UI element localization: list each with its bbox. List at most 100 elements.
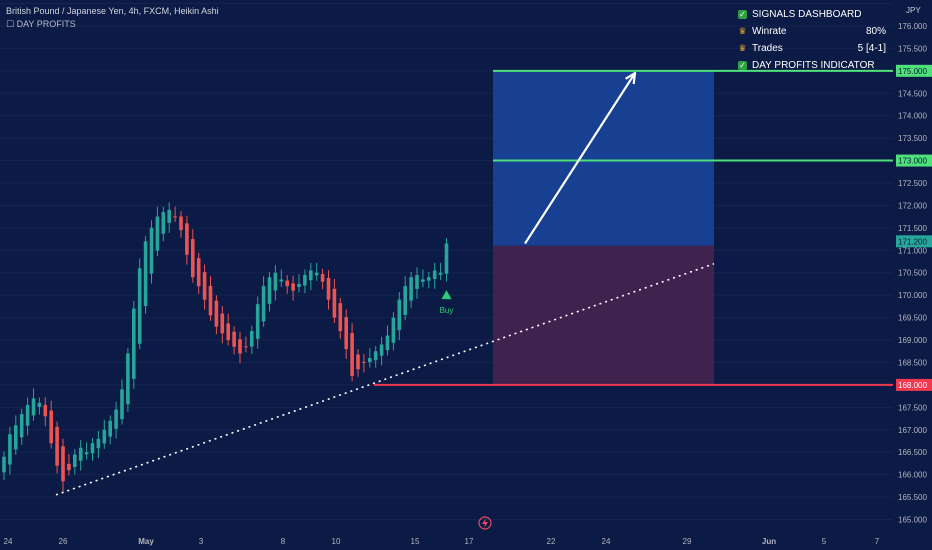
- candle-body: [179, 216, 183, 231]
- candle-body: [261, 286, 266, 322]
- price-tick-label: 171.500: [898, 224, 927, 233]
- candle-body: [444, 243, 449, 274]
- price-level-tag-text: 171.200: [898, 237, 927, 246]
- candle-body: [255, 304, 260, 339]
- dashboard-title-row: ✓ SIGNALS DASHBOARD: [738, 6, 886, 23]
- arrow-shaft: [524, 72, 636, 245]
- candle-body: [238, 339, 242, 354]
- buy-signal-triangle: [441, 290, 452, 300]
- candle-body: [338, 303, 343, 332]
- time-tick-label: 3: [199, 537, 204, 546]
- candle-body: [291, 283, 295, 291]
- candle-body: [61, 446, 65, 482]
- price-level-tag: [896, 378, 932, 391]
- candle-body: [132, 308, 136, 379]
- candle-body: [326, 277, 331, 300]
- time-tick-label: 22: [547, 537, 556, 546]
- candle-body: [397, 299, 402, 331]
- chart-header: British Pound / Japanese Yen, 4h, FXCM, …: [6, 5, 219, 31]
- price-tick-label: 169.500: [898, 314, 927, 323]
- candle-body: [161, 212, 166, 234]
- price-level-tag: [896, 64, 932, 77]
- candle-body: [173, 216, 177, 218]
- time-tick-label: Jun: [762, 537, 776, 546]
- price-tick-label: 176.000: [898, 22, 927, 31]
- candle-body: [373, 351, 378, 361]
- profit-zone: [493, 70, 714, 246]
- time-tick-label: 17: [465, 537, 474, 546]
- candle-body: [297, 283, 301, 288]
- price-axis[interactable]: 165.000 165.500 166.000 166.500 167.000 167.5…: [896, 22, 932, 525]
- time-tick-label: 24: [602, 537, 611, 546]
- candle-body: [438, 272, 443, 275]
- candle-body: [90, 443, 95, 454]
- time-tick-label: 5: [822, 537, 827, 546]
- price-tick-label: 167.500: [898, 403, 927, 412]
- currency-label: JPY: [906, 6, 921, 15]
- candle-body: [196, 258, 201, 287]
- candle-body: [31, 398, 36, 416]
- candle-body: [362, 361, 366, 363]
- candle-body: [303, 274, 307, 286]
- candle-body: [67, 463, 71, 471]
- time-axis[interactable]: 24 26 May 3 8 10 15 17 22 24 29 Jun 5 7: [4, 537, 880, 546]
- candle-body: [143, 241, 148, 306]
- candle-body: [108, 420, 112, 437]
- candle-body: [350, 333, 354, 376]
- trend-line: [55, 263, 715, 496]
- time-tick-label: 26: [59, 537, 68, 546]
- candle-body: [149, 227, 154, 274]
- candle-body: [421, 279, 425, 282]
- candle-body: [385, 335, 390, 351]
- trophy-icon: ♛: [738, 26, 747, 36]
- time-tick-label: 15: [411, 537, 420, 546]
- arrow-head: [625, 71, 637, 85]
- lightning-icon[interactable]: [478, 516, 492, 530]
- time-tick-label: 24: [4, 537, 13, 546]
- candle-body: [19, 414, 24, 438]
- candle-body: [220, 313, 225, 334]
- buy-signal: Buy: [440, 290, 454, 315]
- symbol-title[interactable]: British Pound / Japanese Yen, 4h, FXCM, …: [6, 6, 219, 16]
- trades-value: 5 [4-1]: [857, 43, 886, 54]
- trades-label: Trades: [752, 43, 783, 54]
- loss-zone: [493, 245, 714, 385]
- check-icon: ✓: [738, 61, 747, 70]
- dashboard-title: SIGNALS DASHBOARD: [752, 9, 862, 20]
- signals-dashboard: ✓ SIGNALS DASHBOARD ♛ Winrate 80% ♛ Trades …: [738, 6, 886, 74]
- candles: [2, 202, 449, 492]
- price-tick-label: 172.000: [898, 201, 927, 210]
- candle-body: [102, 429, 107, 444]
- price-tick-label: 175.500: [898, 44, 927, 53]
- price-tick-label: 171.000: [898, 246, 927, 255]
- target-arrow: [524, 71, 637, 245]
- candle-body: [120, 389, 124, 420]
- price-tick-label: 166.000: [898, 471, 927, 480]
- winrate-row: ♛ Winrate 80%: [738, 23, 886, 40]
- candle-body: [8, 434, 12, 465]
- candle-body: [84, 452, 89, 455]
- time-tick-label: 7: [875, 537, 880, 546]
- candle-body: [43, 404, 48, 417]
- candle-body: [356, 354, 360, 370]
- buy-signal-label: Buy: [440, 306, 454, 315]
- candle-body: [37, 402, 42, 407]
- candle-body: [214, 300, 219, 327]
- candle-body: [2, 456, 6, 473]
- candle-body: [332, 288, 337, 318]
- candle-body: [14, 425, 18, 450]
- trades-row: ♛ Trades 5 [4-1]: [738, 40, 886, 57]
- price-tick-label: 167.000: [898, 426, 927, 435]
- price-tick-label: 169.000: [898, 336, 927, 345]
- dashboard-footer: DAY PROFITS INDICATOR: [752, 60, 875, 71]
- price-tick-label: 165.000: [898, 516, 927, 525]
- candle-body: [114, 409, 118, 429]
- time-tick-label: 8: [281, 537, 286, 546]
- trade-zones: [493, 70, 714, 385]
- candle-body: [49, 410, 53, 444]
- candle-body: [202, 272, 207, 300]
- winrate-label: Winrate: [752, 26, 787, 37]
- indicator-name[interactable]: ☐ DAY PROFITS: [6, 19, 76, 29]
